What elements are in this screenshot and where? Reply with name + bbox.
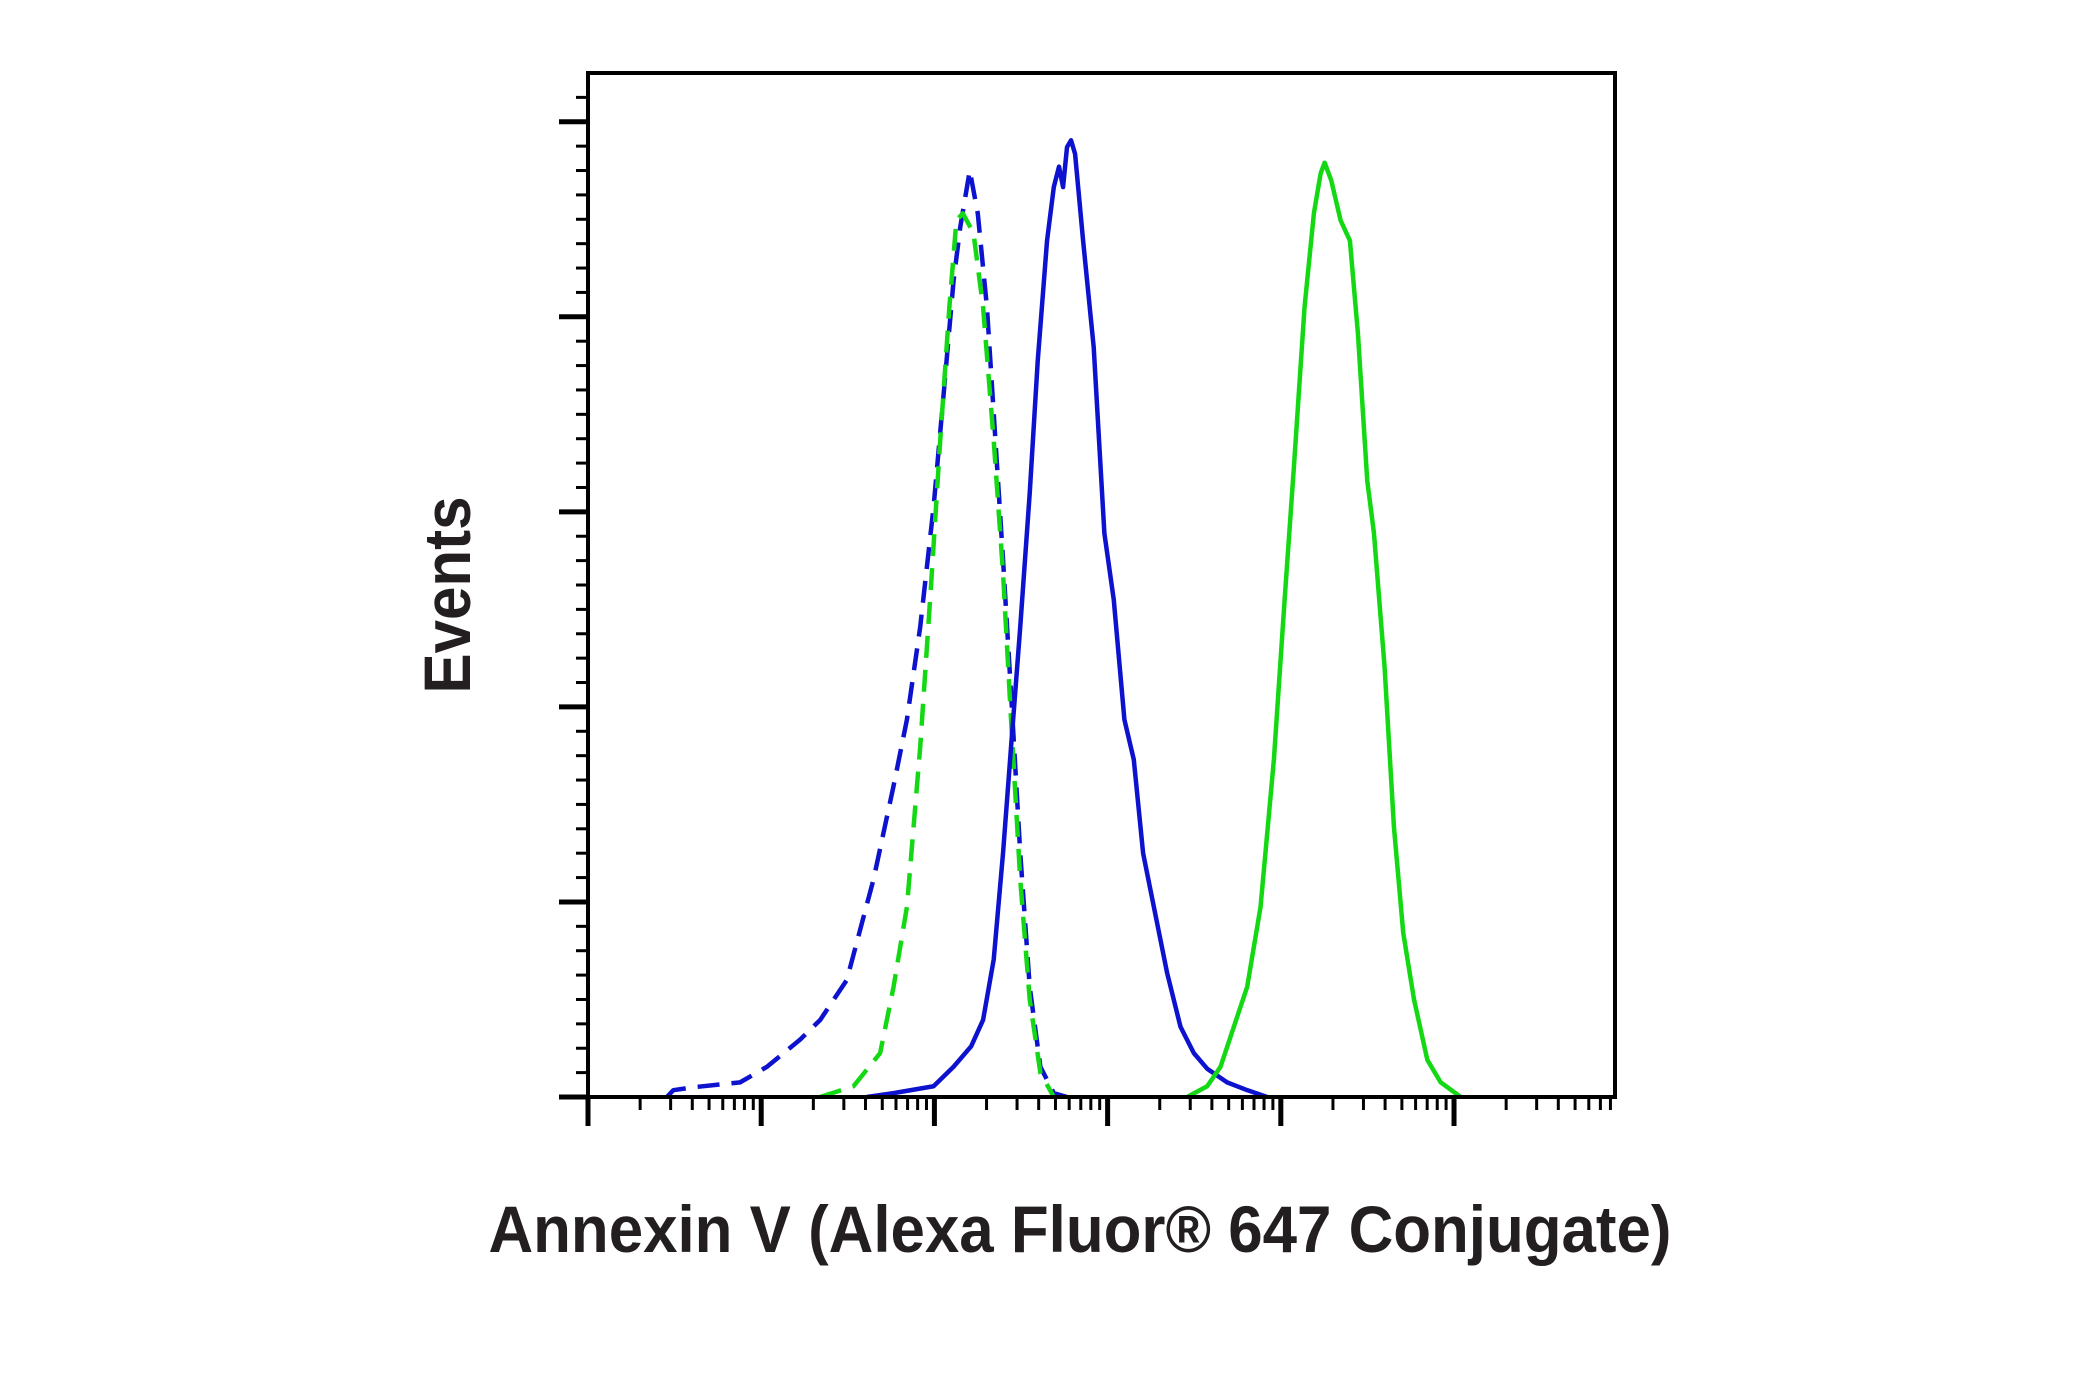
histogram-line [866,138,1268,1100]
y-axis-title: Events [410,497,484,694]
histogram-line [819,211,1056,1100]
plot-frame [586,71,1617,1099]
histogram-line [1186,160,1463,1099]
x-axis-title: Annexin V (Alexa Fluor® 647 Conjugate) [489,1192,1672,1266]
histogram-line [665,168,1068,1100]
